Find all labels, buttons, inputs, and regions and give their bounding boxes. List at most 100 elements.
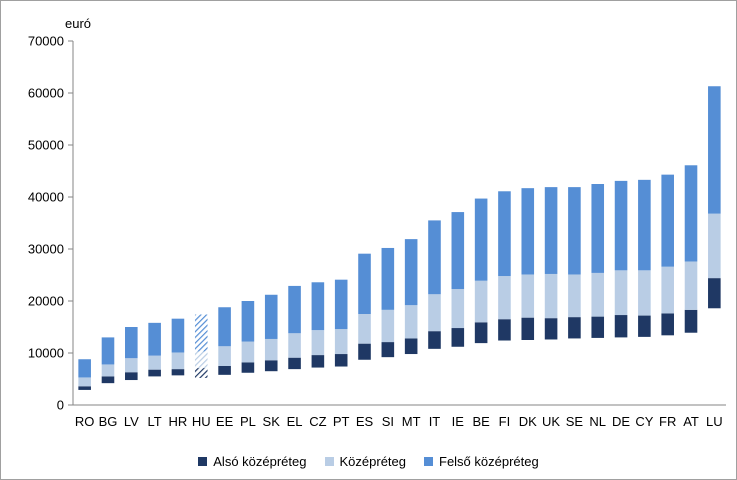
bar-es-series-1 <box>358 314 371 344</box>
bar-de-series-2 <box>614 180 628 271</box>
y-tick-label: 50000 <box>28 138 64 153</box>
bar-se-series-0 <box>568 317 581 339</box>
legend-swatch-upper <box>424 457 433 466</box>
bar-it-series-2 <box>428 220 441 295</box>
bar-ro-series-1 <box>78 377 91 387</box>
bar-ee-series-1 <box>218 346 231 366</box>
bar-nl-series-2 <box>591 184 605 273</box>
bar-uk-series-1 <box>544 273 558 319</box>
bar-bg-series-0 <box>101 376 115 384</box>
bar-sk-series-1 <box>264 338 278 361</box>
legend-swatch-lower <box>198 457 208 466</box>
bar-dk-series-0 <box>521 317 535 340</box>
bar-pl-series-0 <box>241 362 255 373</box>
bar-pt-series-2 <box>334 279 348 330</box>
bar-el-series-1 <box>288 333 301 358</box>
x-tick-label: LT <box>148 414 162 429</box>
x-tick-label: IT <box>429 414 441 429</box>
x-tick-label: SK <box>263 414 281 429</box>
bar-de-series-0 <box>614 315 628 338</box>
bar-cz-series-1 <box>311 330 325 356</box>
bar-uk-series-0 <box>544 318 558 340</box>
bar-ro-series-0 <box>78 386 91 390</box>
x-tick-label: NL <box>589 414 606 429</box>
bar-dk-series-2 <box>521 188 535 275</box>
bar-pt-series-0 <box>334 354 348 367</box>
legend: Alsó középréteg Középréteg Felső középré… <box>0 454 737 469</box>
x-tick-label: UK <box>542 414 560 429</box>
bar-si-series-0 <box>381 342 395 358</box>
legend-label-upper: Felső középréteg <box>439 454 539 469</box>
legend-item-middle: Középréteg <box>324 454 406 469</box>
bar-bg-series-1 <box>101 364 115 377</box>
y-tick-label: 70000 <box>28 34 64 49</box>
bar-it-series-0 <box>428 331 441 349</box>
bar-lv-series-1 <box>125 358 138 373</box>
bar-mt-series-2 <box>404 239 418 306</box>
x-tick-label: BE <box>472 414 490 429</box>
y-tick-label: 60000 <box>28 86 64 101</box>
bar-hu-series-2 <box>194 314 208 352</box>
bar-es-series-2 <box>358 253 371 314</box>
bar-sk-series-0 <box>264 360 278 372</box>
y-tick-label: 0 <box>57 398 64 413</box>
bar-lu-series-1 <box>708 213 721 279</box>
bar-sk-series-2 <box>264 294 278 339</box>
bar-lv-series-2 <box>125 327 138 359</box>
x-tick-label: EE <box>216 414 234 429</box>
bar-ee-series-2 <box>218 307 231 347</box>
bar-hu-series-0 <box>194 368 208 378</box>
legend-item-lower: Alsó középréteg <box>198 454 307 469</box>
bar-pl-series-1 <box>241 341 255 363</box>
x-tick-label: BG <box>99 414 118 429</box>
bar-it-series-1 <box>428 294 441 332</box>
bar-ro-series-2 <box>78 359 91 378</box>
bar-se-series-2 <box>568 187 581 275</box>
bar-fi-series-1 <box>498 276 511 320</box>
bar-be-series-1 <box>474 280 488 323</box>
x-tick-label: DE <box>612 414 630 429</box>
x-axis-labels: RO BG LV LT HR HU EE PL SK EL CZ PT ES SI MT IT IE BE FI DK… <box>75 414 723 429</box>
bar-el-series-0 <box>288 357 301 370</box>
bar-cy-series-0 <box>638 315 651 337</box>
legend-item-upper: Felső középréteg <box>424 454 539 469</box>
bar-lu-series-0 <box>708 278 721 309</box>
x-tick-label: PT <box>333 414 350 429</box>
x-tick-label: ES <box>356 414 374 429</box>
bar-lt-series-2 <box>148 322 161 356</box>
bar-ee-series-0 <box>218 366 231 375</box>
bar-hr-series-2 <box>171 318 185 353</box>
bars <box>78 86 721 390</box>
x-tick-label: CZ <box>309 414 326 429</box>
x-tick-label: HR <box>169 414 188 429</box>
x-tick-label: SI <box>382 414 394 429</box>
bar-ie-series-2 <box>451 212 465 290</box>
legend-label-lower: Alsó középréteg <box>213 454 307 469</box>
bar-el-series-2 <box>288 285 301 334</box>
bar-fi-series-2 <box>498 191 511 277</box>
bar-pl-series-2 <box>241 301 255 342</box>
bar-lt-series-0 <box>148 369 161 377</box>
bar-mt-series-0 <box>404 338 418 355</box>
bar-at-series-2 <box>684 165 698 262</box>
bar-hu-series-1 <box>194 351 208 369</box>
bar-ie-series-1 <box>451 289 465 329</box>
bar-hr-series-0 <box>171 369 185 376</box>
bar-cz-series-2 <box>311 282 325 331</box>
bar-fi-series-0 <box>498 319 511 341</box>
bar-cy-series-2 <box>638 179 651 271</box>
bar-cy-series-1 <box>638 270 651 316</box>
bar-pt-series-1 <box>334 329 348 355</box>
bar-dk-series-1 <box>521 274 535 318</box>
x-tick-label: RO <box>75 414 95 429</box>
x-tick-label: CY <box>635 414 653 429</box>
bar-nl-series-1 <box>591 272 605 317</box>
y-tick-label: 30000 <box>28 242 64 257</box>
y-tick-label: 10000 <box>28 346 64 361</box>
x-tick-label: FI <box>499 414 511 429</box>
bar-es-series-0 <box>358 343 371 360</box>
x-tick-label: IE <box>452 414 465 429</box>
bar-hr-series-1 <box>171 352 185 370</box>
bar-si-series-1 <box>381 309 395 343</box>
